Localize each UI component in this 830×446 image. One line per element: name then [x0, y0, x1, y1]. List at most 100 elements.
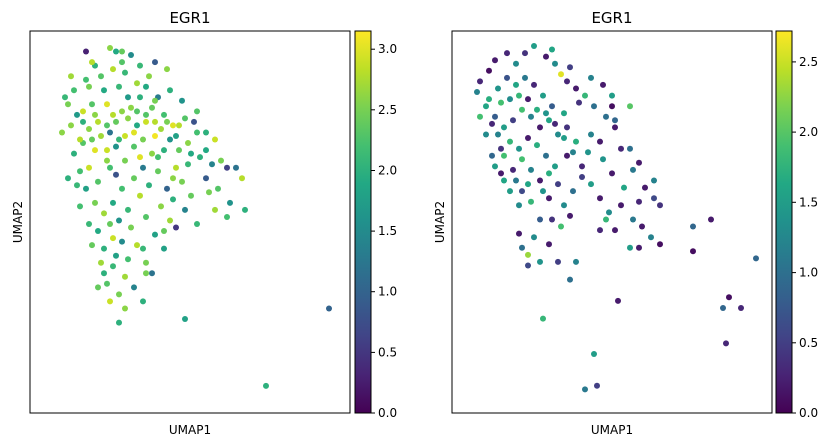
scatter-point	[164, 66, 170, 73]
scatter-point	[71, 150, 77, 157]
scatter-point	[104, 280, 110, 287]
scatter-point	[585, 149, 591, 156]
scatter-point	[95, 118, 101, 125]
scatter-point	[104, 101, 110, 108]
scatter-point	[504, 74, 510, 81]
scatter-point	[140, 136, 146, 143]
scatter-point	[140, 164, 146, 171]
scatter-point	[173, 164, 179, 171]
scatter-point	[77, 168, 83, 175]
scatter-point	[555, 131, 561, 138]
scatter-point	[98, 73, 104, 80]
scatter-point	[591, 351, 597, 357]
x-axis-label: UMAP1	[169, 423, 211, 437]
scatter-point	[522, 50, 528, 57]
scatter-point	[179, 97, 185, 104]
panel-1: EGR1 UMAP1 UMAP2 0.0 0.5 1.0 1.5 2.0 2.5 3.0	[11, 9, 397, 437]
scatter-point	[128, 52, 134, 58]
scatter-point	[516, 202, 522, 209]
scatter-point	[486, 67, 492, 74]
scatter-point	[149, 270, 155, 277]
scatter-point	[116, 136, 122, 143]
scatter-point	[131, 129, 137, 136]
scatter-point	[501, 152, 507, 159]
scatter-point	[113, 143, 119, 150]
scatter-point	[122, 273, 128, 280]
colorbar-tick-label: 0.0	[378, 406, 397, 420]
scatter-point	[627, 244, 633, 251]
scatter-point	[507, 138, 513, 145]
scatter-point	[143, 118, 149, 125]
scatter-point	[203, 175, 209, 182]
scatter-point	[203, 147, 209, 154]
scatter-point	[134, 80, 140, 87]
colorbar-ticks: 0.0 0.5 1.0 1.5 2.0 2.5	[792, 55, 818, 420]
scatter-point	[489, 120, 495, 127]
scatter-point	[167, 136, 173, 143]
scatter-point	[143, 270, 149, 277]
scatter-point	[609, 103, 615, 110]
scatter-point	[149, 150, 155, 157]
scatter-point	[651, 195, 657, 202]
scatter-point	[513, 60, 519, 67]
scatter-point	[224, 164, 230, 171]
colorbar-tick-label: 0.5	[799, 336, 818, 350]
scatter-point	[546, 117, 552, 124]
scatter-point	[573, 85, 579, 92]
scatter-point	[134, 122, 140, 129]
colorbar-tick-label: 1.5	[799, 195, 818, 209]
scatter-point	[122, 133, 128, 139]
scatter-point	[89, 101, 95, 108]
scatter-point	[489, 152, 495, 159]
scatter-point	[546, 241, 552, 248]
scatter-point	[146, 73, 152, 80]
scatter-point	[507, 96, 513, 103]
scatter-point	[158, 203, 164, 210]
scatter-point	[495, 85, 501, 92]
colorbar-tick-label: 3.0	[378, 42, 397, 56]
scatter-points	[59, 45, 332, 389]
scatter-point	[194, 221, 200, 227]
scatter-point	[537, 216, 543, 223]
scatter-point	[125, 256, 131, 263]
scatter-point	[83, 76, 89, 83]
scatter-point	[152, 118, 158, 125]
scatter-point	[690, 248, 696, 255]
scatter-point	[549, 216, 555, 223]
scatter-point	[125, 206, 131, 213]
scatter-point	[98, 259, 104, 266]
chart-title: EGR1	[591, 9, 632, 27]
scatter-point	[597, 138, 603, 145]
scatter-point	[203, 129, 209, 136]
scatter-point	[492, 113, 498, 120]
scatter-point	[233, 164, 239, 171]
scatter-point	[209, 161, 215, 168]
scatter-point	[110, 263, 116, 270]
scatter-point	[158, 126, 164, 132]
colorbar-tick-label: 0.0	[799, 406, 818, 420]
scatter-point	[212, 136, 218, 143]
scatter-point	[519, 106, 525, 113]
scatter-point	[570, 149, 576, 156]
scatter-point	[143, 214, 149, 220]
scatter-point	[263, 382, 269, 389]
y-axis-label: UMAP2	[433, 201, 447, 243]
scatter-point	[107, 298, 113, 305]
colorbar	[775, 30, 793, 414]
scatter-point	[561, 135, 567, 141]
scatter-point	[167, 87, 173, 94]
scatter-point	[552, 60, 558, 67]
scatter-point	[561, 110, 567, 117]
scatter-point	[564, 124, 570, 131]
scatter-point	[101, 87, 107, 94]
scatter-point	[507, 188, 513, 195]
scatter-point	[194, 108, 200, 115]
scatter-point	[618, 145, 624, 152]
scatter-point	[612, 124, 618, 131]
scatter-point	[194, 129, 200, 136]
scatter-point	[212, 206, 218, 213]
scatter-point	[570, 188, 576, 195]
scatter-point	[561, 202, 567, 209]
scatter-point	[534, 142, 540, 149]
